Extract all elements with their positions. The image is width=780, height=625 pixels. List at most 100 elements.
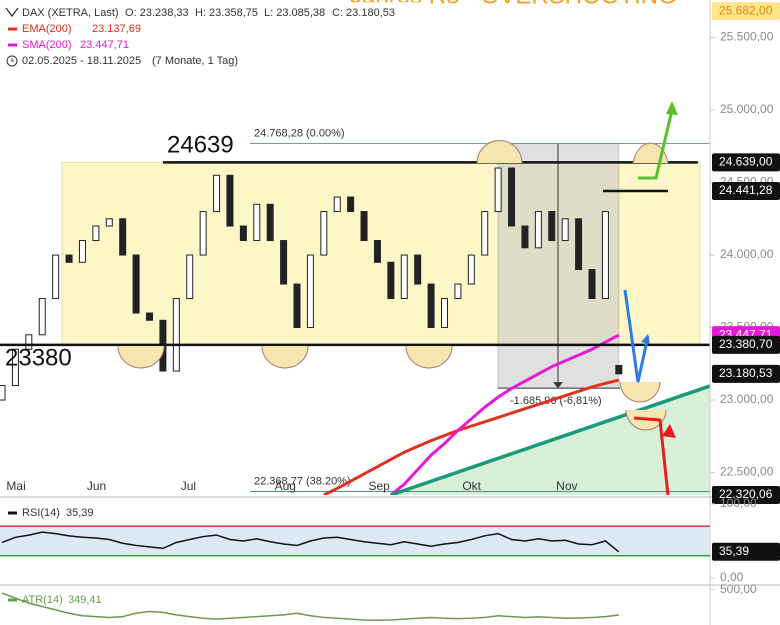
candle-body <box>0 385 6 401</box>
x-tick-label: Aug <box>275 479 296 493</box>
measure-arrow-head <box>553 382 563 389</box>
clock-icon <box>6 55 18 67</box>
candle-body <box>494 167 502 213</box>
legend-value: 23.447,71 <box>80 39 129 51</box>
price-label-bg <box>712 182 780 201</box>
candle-body <box>427 283 435 329</box>
ellipse <box>261 345 309 369</box>
atr-value: 349,41 <box>68 594 102 606</box>
candle-body <box>400 254 408 300</box>
candle-body <box>119 218 127 256</box>
x-tick-label: Nov <box>556 479 577 493</box>
candle-body <box>306 254 314 329</box>
price-label-bg <box>712 335 780 354</box>
candle-body <box>588 269 596 300</box>
x-tick-label: Jul <box>181 479 196 493</box>
ellipse <box>405 345 453 369</box>
legend: DAX (XETRA, Last) O: 23.238,33 H: 23.358… <box>0 2 420 70</box>
candle-body <box>561 218 569 242</box>
candle-body <box>414 254 422 285</box>
candle-body <box>213 174 221 213</box>
y-tick-label: 22.500,00 <box>720 465 774 479</box>
candle-body <box>320 211 328 256</box>
candle-body <box>146 312 154 321</box>
candle-body <box>280 240 288 285</box>
arrow-head <box>666 101 678 115</box>
price-label: 25.682,00 <box>719 3 773 17</box>
measure-label: -1.685,96 (-6,81%) <box>510 395 602 407</box>
price-panel: -1.685,96 (-6,81%) 24.768,28 (0.00%) 22.36… <box>0 128 710 495</box>
candle-body <box>601 211 609 300</box>
y-tick-label: 0,00 <box>720 570 744 584</box>
period: 02.05.2025 - 18.11.2025 <box>22 55 141 67</box>
level-label: 24639 <box>167 132 234 159</box>
candle-body <box>105 218 113 227</box>
fib-label: 22.368,77 (38.20%) <box>254 475 351 487</box>
chart-title: Jahres R8 - OVERSHOOTING <box>350 0 677 9</box>
candle-body <box>481 211 489 256</box>
x-tick-label: Mai <box>6 479 25 493</box>
candle-body <box>92 225 100 242</box>
drawings <box>117 101 678 495</box>
ellipse <box>619 381 661 403</box>
atr-line <box>1 592 619 622</box>
price-label-bg <box>712 153 780 172</box>
ma-line <box>389 333 620 495</box>
ma-line <box>323 378 620 495</box>
candle-body <box>172 298 180 372</box>
arrow-head <box>662 424 676 438</box>
x-tick-label: Jun <box>87 479 106 493</box>
candle-body <box>226 174 234 227</box>
candle-body <box>239 225 247 242</box>
arrow <box>623 289 650 383</box>
ohlc: L: 23.085,38 <box>264 7 325 19</box>
legend-label: EMA(200) <box>22 23 72 35</box>
y-tick-label: 500,00 <box>720 582 757 596</box>
price-label: 22.320,06 <box>719 487 773 501</box>
price-label: 24.441,28 <box>719 183 773 197</box>
price-label-bg <box>712 486 780 504</box>
price-label: 23.180,53 <box>719 366 773 380</box>
y-tick-label: 24.000,00 <box>720 247 774 261</box>
period-note: (7 Monate, 1 Tag) <box>152 55 238 67</box>
level-label: 23380 <box>5 344 72 371</box>
candle-body <box>534 211 542 249</box>
candle-body <box>52 254 60 300</box>
rsi-value: 35,39 <box>66 507 94 519</box>
trendline <box>390 384 710 495</box>
candle-body <box>253 203 261 242</box>
fib-label: 24.768,28 (0.00%) <box>254 128 345 140</box>
ellipse <box>476 140 523 164</box>
candle-body <box>387 261 395 300</box>
ohlc: H: 23.358,75 <box>195 7 258 19</box>
candle-body <box>293 283 301 329</box>
legend-bg <box>0 2 420 70</box>
legend-label: SMA(200) <box>22 39 72 51</box>
price-label: 24.639,00 <box>719 155 773 169</box>
candle-body <box>11 348 19 387</box>
candle-body <box>548 211 556 242</box>
candle-body <box>360 211 368 242</box>
arrow-head <box>641 334 650 344</box>
candle-body <box>25 334 33 350</box>
rsi-line <box>1 531 620 553</box>
candle-body <box>615 364 623 375</box>
price-label-bg <box>712 364 780 383</box>
arrow <box>633 416 670 495</box>
instrument: DAX (XETRA, Last) <box>22 7 119 19</box>
x-tick-label: Sep <box>368 479 390 493</box>
candle-body <box>132 254 140 314</box>
price-label-bg <box>712 2 780 21</box>
arrow <box>638 109 674 180</box>
candle-body <box>467 254 475 285</box>
x-tick-label: Okt <box>462 479 481 493</box>
ohlc: C: 23.180,53 <box>332 7 395 19</box>
candle-body <box>186 254 194 300</box>
y-tick-label: 25.000,00 <box>720 102 774 116</box>
legend-value: 23.137,69 <box>92 23 141 35</box>
candle-body <box>373 240 381 263</box>
rsi-legend: RSI(14) 35,39 ATR(14) 349,41 <box>8 507 102 606</box>
collapse-icon[interactable] <box>5 7 19 18</box>
